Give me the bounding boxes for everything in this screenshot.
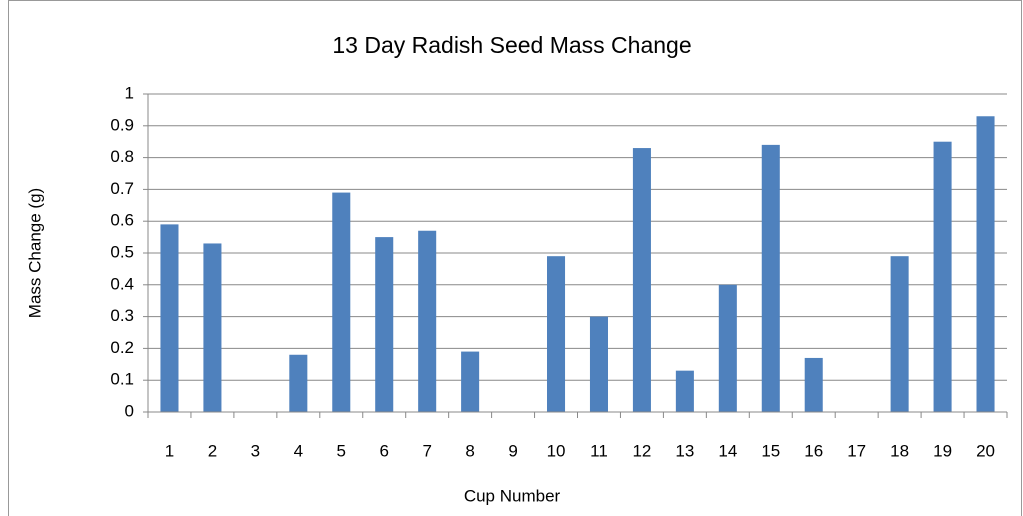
bar: [418, 230, 437, 412]
x-tick-label: 11: [590, 441, 608, 460]
x-tick-label: 3: [251, 441, 260, 460]
bar: [160, 224, 179, 412]
bar: [589, 316, 608, 412]
y-tick-label: 0.3: [110, 306, 134, 325]
x-tick-label: 5: [337, 441, 346, 460]
y-tick-label: 1: [125, 83, 134, 102]
y-tick-label: 0: [125, 401, 134, 420]
bar: [718, 284, 737, 412]
bar: [332, 192, 351, 412]
y-tick-label: 0.7: [110, 179, 134, 198]
y-tick-label: 0.9: [110, 115, 134, 134]
x-tick-label: 14: [718, 441, 737, 460]
x-tick-label: 1: [165, 441, 174, 460]
bar: [203, 243, 222, 412]
y-tick-label: 0.4: [110, 274, 134, 293]
bar: [289, 354, 308, 412]
y-tick-label: 0.1: [110, 370, 134, 389]
y-tick-label: 0.6: [110, 211, 134, 230]
bar: [933, 141, 952, 412]
x-tick-label: 16: [804, 441, 823, 460]
x-tick-label: 19: [933, 441, 952, 460]
bar: [761, 144, 780, 412]
bar: [547, 256, 566, 412]
x-tick-label: 20: [976, 441, 995, 460]
x-tick-label: 15: [761, 441, 780, 460]
x-tick-label: 18: [890, 441, 909, 460]
bar: [375, 237, 394, 412]
x-tick-label: 7: [422, 441, 431, 460]
x-axis-title: Cup Number: [464, 486, 561, 505]
x-tick-label: 10: [547, 441, 566, 460]
chart-border: [8, 0, 1022, 516]
bar: [461, 351, 480, 412]
x-tick-label: 12: [632, 441, 651, 460]
y-tick-label: 0.8: [110, 147, 134, 166]
bar: [890, 256, 909, 412]
x-tick-label: 13: [675, 441, 694, 460]
x-tick-label: 2: [208, 441, 217, 460]
x-tick-label: 17: [847, 441, 866, 460]
x-tick-label: 6: [379, 441, 388, 460]
bar: [675, 370, 694, 412]
y-tick-label: 0.2: [110, 338, 134, 357]
x-tick-label: 8: [465, 441, 474, 460]
y-axis-title: Mass Change (g): [25, 188, 44, 318]
bar: [976, 116, 995, 412]
bar: [632, 148, 651, 412]
bar: [804, 357, 823, 412]
chart-title: 13 Day Radish Seed Mass Change: [332, 32, 691, 58]
y-tick-label: 0.5: [110, 242, 134, 261]
x-tick-label: 9: [508, 441, 517, 460]
x-tick-label: 4: [294, 441, 303, 460]
